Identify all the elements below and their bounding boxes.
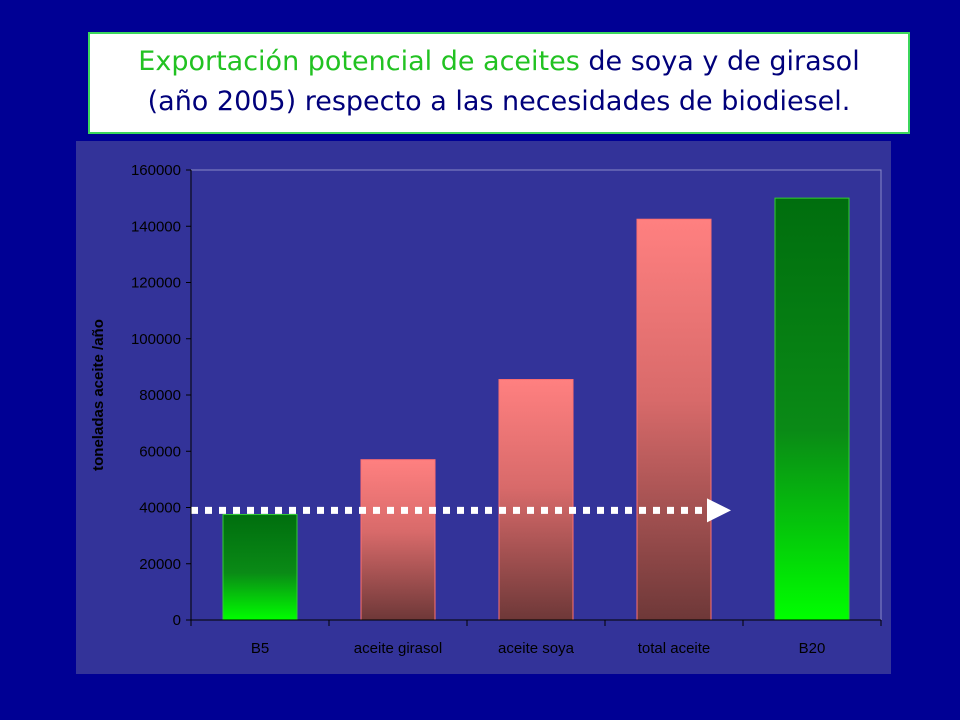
bar-total-aceite <box>636 218 712 621</box>
bar-b20 <box>774 197 850 621</box>
bars <box>222 197 850 621</box>
slide-title: Exportación potencial de aceites de soya… <box>88 32 910 134</box>
y-tick-label: 140000 <box>131 218 181 235</box>
title-line-1: Exportación potencial de aceites de soya… <box>90 42 908 82</box>
y-tick-label: 0 <box>173 612 181 629</box>
y-tick-label: 60000 <box>139 443 181 460</box>
title-rest: de soya y de girasol <box>579 46 860 77</box>
x-category-label: aceite girasol <box>354 640 442 657</box>
chart-container: 0 20000 40000 60000 80000 100000 120000 140000 1… <box>76 141 891 674</box>
bar-aceite-soya <box>498 379 574 621</box>
arrow-head <box>707 498 731 523</box>
x-category-label: aceite soya <box>498 640 575 657</box>
y-tick-label: 40000 <box>139 500 181 517</box>
x-category-label: B20 <box>799 640 826 657</box>
title-line-2: (año 2005) respecto a las necesidades de… <box>147 86 851 117</box>
annotations <box>191 498 731 523</box>
x-category-label: total aceite <box>638 640 711 657</box>
y-tick-label: 120000 <box>131 275 181 292</box>
y-tick-label: 160000 <box>131 162 181 179</box>
bar-chart: 0 20000 40000 60000 80000 100000 120000 140000 1… <box>90 162 882 657</box>
y-axis-title: toneladas aceite /año <box>90 319 107 471</box>
x-axis-labels: B5 aceite girasol aceite soya total aceite B… <box>190 620 882 657</box>
y-tick-label: 80000 <box>139 387 181 404</box>
bar-aceite-girasol <box>360 459 436 621</box>
y-axis-ticks: 0 20000 40000 60000 80000 100000 120000 140000 1… <box>131 162 191 629</box>
y-tick-label: 20000 <box>139 556 181 573</box>
y-tick-label: 100000 <box>131 331 181 348</box>
bar-b5 <box>222 514 298 621</box>
x-category-label: B5 <box>251 640 269 657</box>
title-highlight: Exportación potencial de aceites <box>138 46 580 77</box>
